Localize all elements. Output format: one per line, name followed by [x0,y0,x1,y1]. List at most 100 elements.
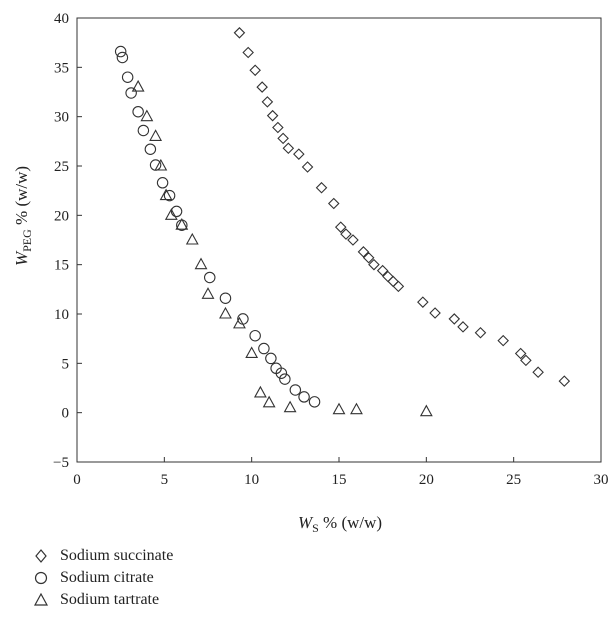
x-tick-label: 30 [594,472,609,488]
legend-label: Sodium tartrate [60,591,160,608]
data-point-tartrate [253,385,267,398]
data-point-citrate [132,105,144,118]
data-point-succinate [293,148,305,160]
data-point-citrate [170,205,183,218]
data-point-succinate [376,264,389,277]
y-tick-label: 5 [62,356,70,372]
data-point-citrate [203,271,216,284]
legend-label: Sodium succinate [60,547,174,564]
x-tick-label: 10 [244,472,259,488]
data-point-succinate [233,27,246,39]
data-point-succinate [334,221,347,233]
legend-label: Sodium citrate [60,569,154,586]
data-point-citrate [265,352,277,365]
data-point-succinate [277,132,289,145]
data-point-succinate [417,296,429,308]
data-point-tartrate [283,400,297,413]
data-point-citrate [137,124,150,137]
data-point-tartrate [159,188,173,201]
data-point-succinate [429,307,441,319]
triangle-marker-icon [33,592,49,606]
plot-frame [76,17,602,463]
data-markers [114,27,571,417]
data-point-succinate [242,46,254,59]
data-point-succinate [457,321,469,333]
legend-item-tartrate: Sodium tartrate [30,589,173,611]
x-tick-label: 0 [73,472,81,488]
x-axis-title-rest: % (w/w) [319,513,382,532]
data-point-citrate [275,367,288,379]
data-point-tartrate [185,232,199,245]
data-point-succinate [368,258,380,271]
data-point-tartrate [164,208,178,220]
data-point-citrate [156,177,169,189]
data-point-citrate [125,87,137,99]
legend: Sodium succinate Sodium citrate Sodium t… [30,545,173,611]
data-point-succinate [520,354,532,367]
data-point-succinate [514,347,527,360]
data-point-tartrate [245,346,259,359]
data-point-tartrate [154,158,168,171]
x-axis-ticks: 0 5 10 15 20 25 30 [73,457,609,488]
data-point-citrate [219,292,232,304]
y-tick-label: −5 [53,455,69,471]
data-point-citrate [249,329,261,342]
diamond-marker-icon [35,549,47,563]
data-point-citrate [121,71,134,83]
y-tick-label: 30 [54,110,69,126]
data-point-tartrate [350,402,363,415]
data-point-succinate [315,181,328,194]
data-point-tartrate [175,218,189,230]
data-point-citrate [308,396,321,408]
x-axis-title-sub: S [312,521,319,535]
data-point-succinate [532,366,544,378]
data-point-succinate [282,142,295,155]
data-point-succinate [340,228,352,240]
y-tick-label: 10 [54,307,69,323]
x-tick-label: 25 [506,472,521,488]
x-axis-title: WS % (w/w) [298,513,382,535]
data-point-citrate [298,391,310,403]
y-tick-label: 0 [62,406,70,422]
data-point-citrate [258,342,270,355]
y-tick-label: 25 [54,159,69,175]
data-point-succinate [357,246,370,258]
data-point-tartrate [140,109,154,122]
data-point-tartrate [201,287,215,299]
y-axis-title: WPEG % (w/w) [12,166,34,266]
data-point-tartrate [262,395,276,408]
data-point-tartrate [131,79,145,92]
data-point-citrate [289,384,302,396]
data-point-tartrate [219,306,232,319]
x-tick-label: 20 [419,472,434,488]
legend-item-citrate: Sodium citrate [30,567,173,589]
data-point-tartrate [332,402,346,415]
data-point-succinate [347,234,359,246]
data-point-succinate [558,375,571,387]
data-point-succinate [497,334,509,347]
data-point-tartrate [233,316,246,329]
data-point-succinate [362,251,375,264]
data-point-succinate [266,109,279,122]
data-point-citrate [114,45,127,58]
x-tick-label: 15 [332,472,347,488]
y-axis-title-rest: % (w/w) [12,166,31,229]
x-tick-label: 5 [161,472,169,488]
data-point-succinate [474,326,487,339]
y-axis-ticks: −5 0 5 10 15 20 25 30 35 40 [53,11,82,471]
data-point-succinate [392,280,405,293]
data-point-succinate [256,81,268,93]
y-tick-label: 15 [54,258,69,274]
data-point-succinate [382,270,394,283]
x-axis-title-main: W [298,513,314,532]
y-tick-label: 40 [54,11,69,27]
data-point-succinate [301,161,314,173]
circle-marker-icon [34,571,48,585]
data-point-succinate [249,64,261,77]
data-point-citrate [116,51,129,64]
data-point-succinate [272,121,284,134]
y-axis-title-sub: PEG [20,229,34,252]
data-point-citrate [163,189,176,202]
y-axis-title-main: W [12,250,31,266]
